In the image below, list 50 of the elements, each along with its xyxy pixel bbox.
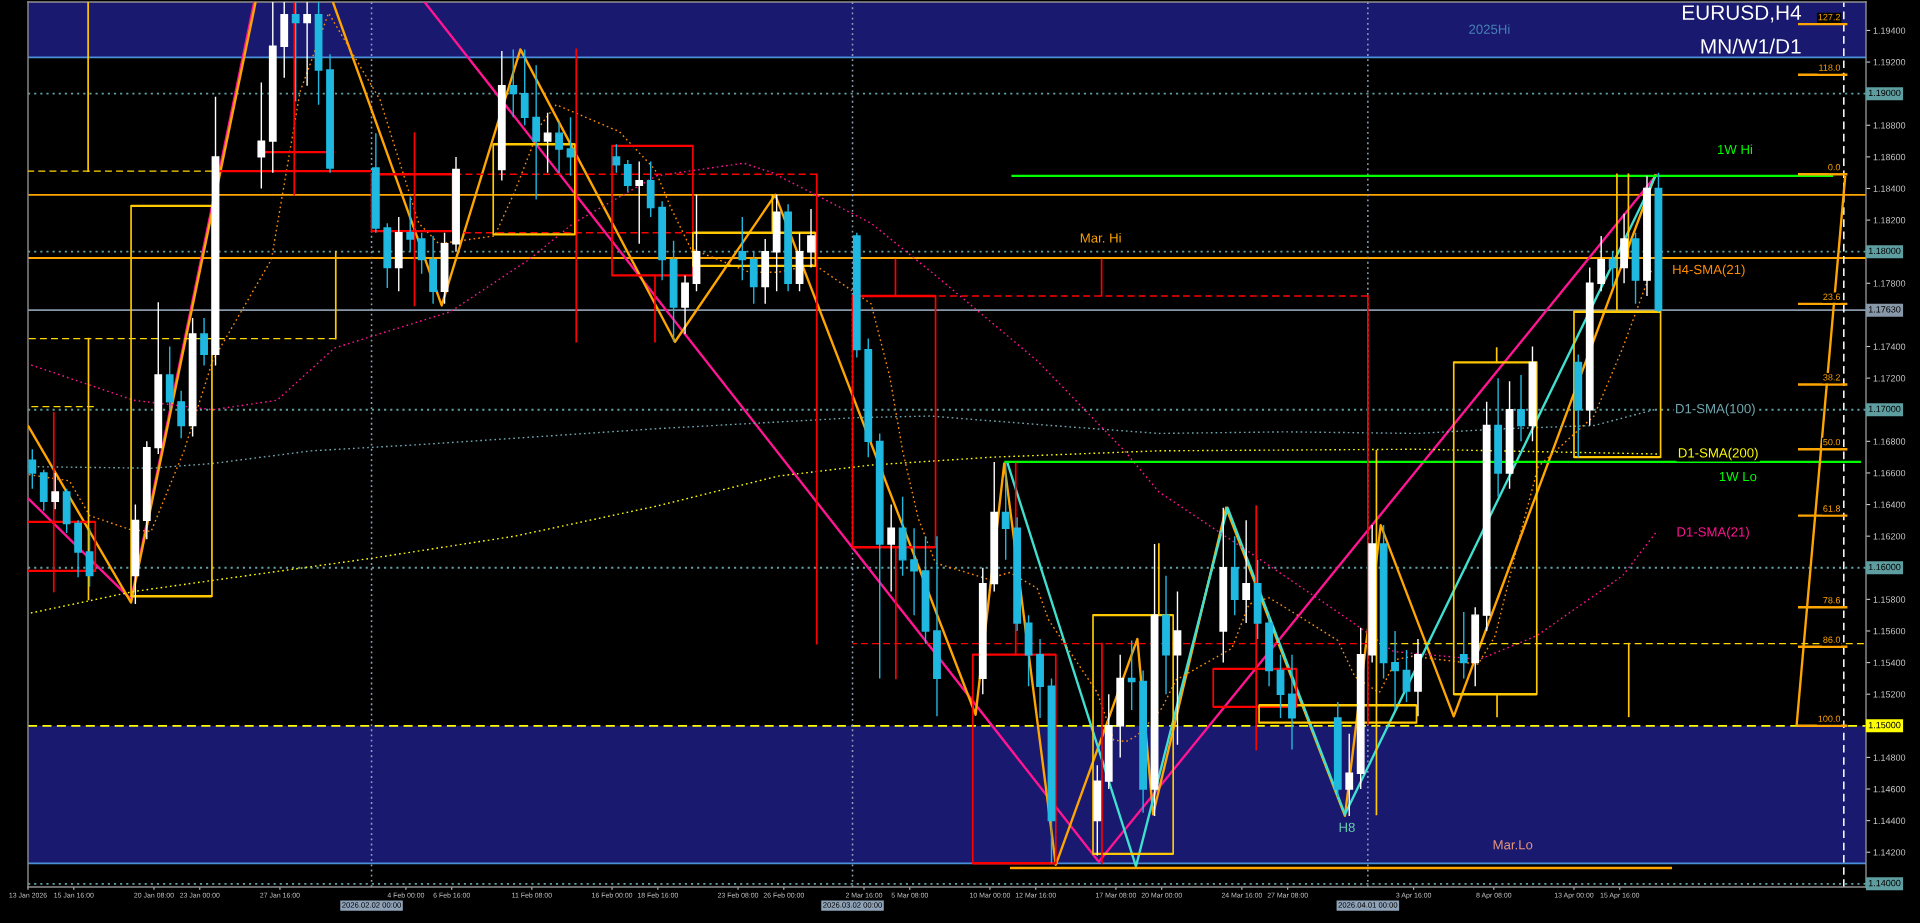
ref-line-label: 1.18000	[1868, 247, 1901, 255]
y-tick-label: 1.19200	[1873, 59, 1906, 66]
series-label: 86.0	[1823, 636, 1841, 643]
y-tick-label: 1.17400	[1873, 343, 1906, 350]
y-tick-label: 1.14400	[1873, 817, 1906, 824]
text: MN/W1/D1	[1701, 38, 1801, 54]
series-label: H4-SMA(21)	[1673, 264, 1745, 277]
series-label: 0.0	[1828, 164, 1841, 171]
annotation: 2025Hi	[1469, 24, 1510, 34]
ref-line-label: 1.17000	[1868, 405, 1901, 413]
y-tick-label: 1.16600	[1873, 469, 1906, 477]
series-label: 50.0	[1823, 438, 1841, 446]
chart-title: EURUSD,H4	[1682, 5, 1802, 23]
annotation: Mar. Hi	[1080, 232, 1121, 243]
series-label: D1-SMA(200)	[1678, 447, 1758, 461]
series-label: 38.2	[1823, 374, 1840, 381]
y-tick-label: 1.18400	[1873, 185, 1906, 192]
series-label: 78.6	[1823, 597, 1841, 604]
ref-line-label: 1.19000	[1868, 89, 1901, 97]
annotation: 1W Hi	[1718, 144, 1753, 154]
annotation: 1W Lo	[1719, 472, 1757, 482]
ref-line-label: 1.14000	[1868, 879, 1901, 887]
y-tick-label: 1.14600	[1873, 785, 1906, 793]
series-label: D1-SMA(100)	[1676, 403, 1755, 416]
y-tick-label: 1.18800	[1873, 122, 1906, 129]
ref-line-label: 1.16000	[1868, 563, 1901, 571]
ref-line-label: 1.15000	[1868, 721, 1901, 729]
series-label: 100.0	[1818, 715, 1841, 722]
ref-line-label: 1.17630	[1868, 306, 1901, 313]
y-tick-label: 1.16400	[1873, 501, 1906, 508]
y-tick-label: 1.14800	[1873, 754, 1906, 761]
y-tick-label: 1.18600	[1873, 153, 1906, 161]
y-tick-label: 1.16200	[1873, 533, 1906, 540]
y-tick-label: 1.17800	[1873, 280, 1906, 287]
y-tick-label: 1.15800	[1873, 596, 1906, 603]
series-label: 23.6	[1823, 293, 1841, 300]
y-tick-label: 1.14200	[1873, 849, 1906, 856]
series-label: 118.0	[1819, 64, 1841, 71]
annotation: Mar.Lo	[1493, 840, 1533, 850]
y-tick-label: 1.19400	[1873, 27, 1906, 34]
y-tick-label: 1.16800	[1873, 438, 1906, 445]
series-label: D1-SMA(21)	[1677, 526, 1749, 540]
annotation: H8	[1339, 822, 1355, 833]
y-tick-label: 1.17200	[1873, 375, 1906, 382]
series-label: 127.2	[1818, 13, 1840, 21]
y-tick-label: 1.15400	[1873, 659, 1906, 666]
y-tick-label: 1.18200	[1873, 217, 1906, 224]
series-label: 61.8	[1823, 505, 1841, 512]
y-tick-label: 1.15200	[1873, 691, 1906, 698]
y-tick-label: 1.15600	[1873, 627, 1906, 635]
